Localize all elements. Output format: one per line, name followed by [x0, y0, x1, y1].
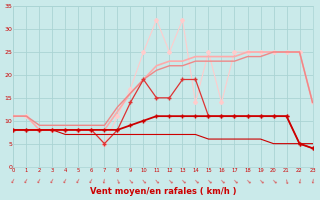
Text: ↓: ↓ — [61, 178, 68, 185]
Text: ↓: ↓ — [259, 178, 266, 185]
Text: ↓: ↓ — [180, 178, 188, 185]
Text: ↓: ↓ — [9, 178, 16, 185]
Text: ↓: ↓ — [22, 178, 29, 185]
Text: ↓: ↓ — [115, 178, 122, 185]
Text: ↓: ↓ — [101, 179, 107, 185]
Text: ↓: ↓ — [168, 178, 175, 185]
Text: ↓: ↓ — [207, 178, 214, 185]
Text: ↓: ↓ — [128, 178, 136, 185]
Text: ↓: ↓ — [309, 179, 315, 185]
Text: ↓: ↓ — [35, 178, 42, 185]
Text: ↓: ↓ — [220, 178, 227, 185]
Text: ↓: ↓ — [233, 178, 240, 185]
Text: ↓: ↓ — [284, 179, 290, 185]
Text: ↓: ↓ — [272, 178, 279, 185]
Text: ↓: ↓ — [74, 178, 81, 185]
Text: ↓: ↓ — [48, 178, 55, 185]
Text: ↓: ↓ — [296, 179, 302, 185]
Text: ↓: ↓ — [141, 178, 149, 185]
X-axis label: Vent moyen/en rafales ( km/h ): Vent moyen/en rafales ( km/h ) — [90, 187, 236, 196]
Text: ↓: ↓ — [155, 178, 162, 185]
Text: ↓: ↓ — [194, 178, 201, 185]
Text: ↓: ↓ — [246, 178, 253, 185]
Text: ↓: ↓ — [87, 178, 94, 185]
